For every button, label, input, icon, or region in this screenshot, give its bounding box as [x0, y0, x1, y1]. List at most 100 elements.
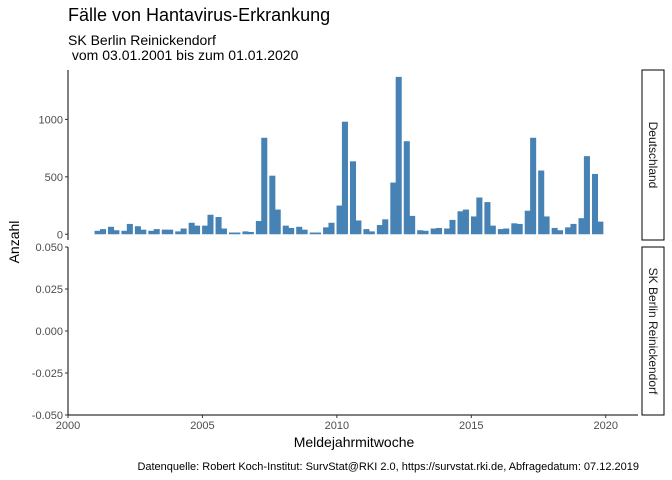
- facet-strip-label-1: Deutschland: [646, 122, 660, 189]
- chart-subtitle-line2: vom 03.01.2001 bis zum 01.01.2020: [68, 47, 299, 63]
- bar-1-3: [107, 226, 115, 235]
- bar-1-60: [489, 225, 496, 235]
- y-tick-label-2-3: 0.000: [35, 326, 63, 338]
- bar-1-22: [234, 232, 241, 235]
- bar-1-69: [551, 227, 558, 235]
- bar-1-31: [296, 226, 303, 235]
- bar-1-43: [376, 225, 383, 235]
- bar-1-75: [591, 173, 599, 235]
- facet-strip-2: [641, 246, 665, 416]
- y-tick-label-1-3: 1000: [39, 114, 63, 126]
- bar-1-48: [409, 215, 416, 235]
- bar-1-27: [269, 175, 276, 235]
- bar-1-19: [215, 217, 222, 235]
- bar-1-50: [422, 230, 429, 235]
- bar-1-36: [328, 222, 335, 235]
- y-axis-title: Anzahl: [6, 221, 22, 264]
- bar-1-5: [121, 230, 128, 235]
- bar-1-71: [565, 227, 572, 235]
- bar-1-72: [570, 223, 577, 235]
- bar-1-8: [140, 229, 147, 235]
- bar-1-67: [538, 170, 545, 235]
- bar-1-76: [597, 221, 604, 235]
- bar-1-12: [167, 229, 174, 235]
- bar-1-13: [175, 231, 182, 235]
- x-tick-label-1: 2000: [56, 420, 80, 432]
- bar-1-24: [247, 231, 254, 235]
- bar-1-29: [282, 225, 289, 235]
- bar-1-66: [530, 137, 537, 235]
- bar-1-55: [457, 211, 464, 235]
- bar-1-52: [436, 227, 443, 235]
- bar-1-2: [99, 229, 106, 235]
- bar-1-51: [430, 228, 437, 235]
- bar-1-49: [417, 230, 424, 235]
- bar-1-59: [484, 202, 491, 235]
- bar-1-21: [228, 232, 236, 235]
- bar-1-68: [543, 216, 550, 235]
- bar-1-62: [503, 228, 510, 235]
- bar-1-44: [382, 219, 389, 235]
- bar-1-53: [444, 228, 451, 235]
- chart-title: Fälle von Hantavirus-Erkrankung: [68, 5, 330, 25]
- bar-1-37: [336, 205, 343, 235]
- y-tick-label-1-2: 500: [45, 172, 63, 184]
- bar-1-61: [497, 229, 504, 235]
- bar-1-40: [355, 220, 362, 235]
- y-tick-label-2-1: -0.050: [32, 410, 63, 422]
- bar-1-6: [126, 223, 133, 235]
- bar-1-28: [274, 209, 281, 235]
- chart-subtitle-line1: SK Berlin Reinickendorf: [68, 32, 216, 48]
- bar-1-54: [449, 219, 456, 235]
- bar-1-47: [403, 141, 410, 235]
- x-tick-label-3: 2010: [325, 420, 349, 432]
- bar-1-56: [462, 209, 469, 235]
- bar-1-15: [188, 222, 195, 235]
- bar-1-64: [516, 223, 523, 235]
- bar-1-45: [390, 182, 397, 235]
- x-tick-label-4: 2015: [459, 420, 483, 432]
- facet-strip-1: [641, 69, 665, 241]
- bar-1-18: [207, 214, 214, 235]
- bar-1-30: [288, 227, 295, 235]
- facet-panels: 0 500 1000 Deutschland -0.050 -0.025 0.000 0.02…: [32, 69, 665, 432]
- bar-1-4: [113, 230, 120, 235]
- bar-1-46: [395, 76, 402, 235]
- x-tick-label-2: 2005: [190, 420, 214, 432]
- bar-1-10: [153, 229, 160, 235]
- bar-1-7: [134, 226, 141, 235]
- bar-1-1: [94, 230, 101, 235]
- bar-1-73: [578, 218, 585, 235]
- bar-1-42: [368, 231, 375, 235]
- y-tick-label-1-1: 0: [57, 229, 63, 241]
- bar-1-16: [194, 225, 201, 235]
- bar-1-58: [476, 197, 483, 235]
- bar-1-26: [261, 137, 268, 235]
- bar-1-14: [180, 228, 187, 235]
- bar-1-65: [524, 210, 531, 235]
- y-tick-label-2-2: -0.025: [32, 368, 63, 380]
- bar-1-39: [349, 161, 357, 235]
- bar-1-11: [161, 229, 168, 235]
- x-tick-label-5: 2020: [593, 420, 617, 432]
- bar-1-38: [341, 121, 348, 235]
- bar-1-32: [301, 229, 308, 235]
- facet-strip-label-2: SK Berlin Reinickendorf: [646, 268, 660, 395]
- bar-1-9: [148, 230, 155, 235]
- bar-1-23: [242, 231, 249, 235]
- x-axis-title: Meldejahrmitwoche: [294, 434, 415, 450]
- bar-1-17: [202, 225, 209, 235]
- bar-1-34: [315, 232, 322, 235]
- bar-1-63: [511, 223, 518, 235]
- bar-1-20: [220, 228, 227, 235]
- y-tick-label-2-5: 0.050: [35, 242, 63, 254]
- y-tick-label-2-4: 0.025: [35, 284, 63, 296]
- chart-caption: Datenquelle: Robert Koch-Institut: SurvS…: [137, 461, 639, 473]
- bar-1-33: [309, 232, 316, 235]
- bar-1-74: [583, 156, 590, 235]
- bar-1-25: [255, 221, 262, 235]
- bar-1-35: [323, 227, 330, 235]
- bar-1-57: [470, 216, 478, 235]
- bar-1-70: [557, 230, 564, 235]
